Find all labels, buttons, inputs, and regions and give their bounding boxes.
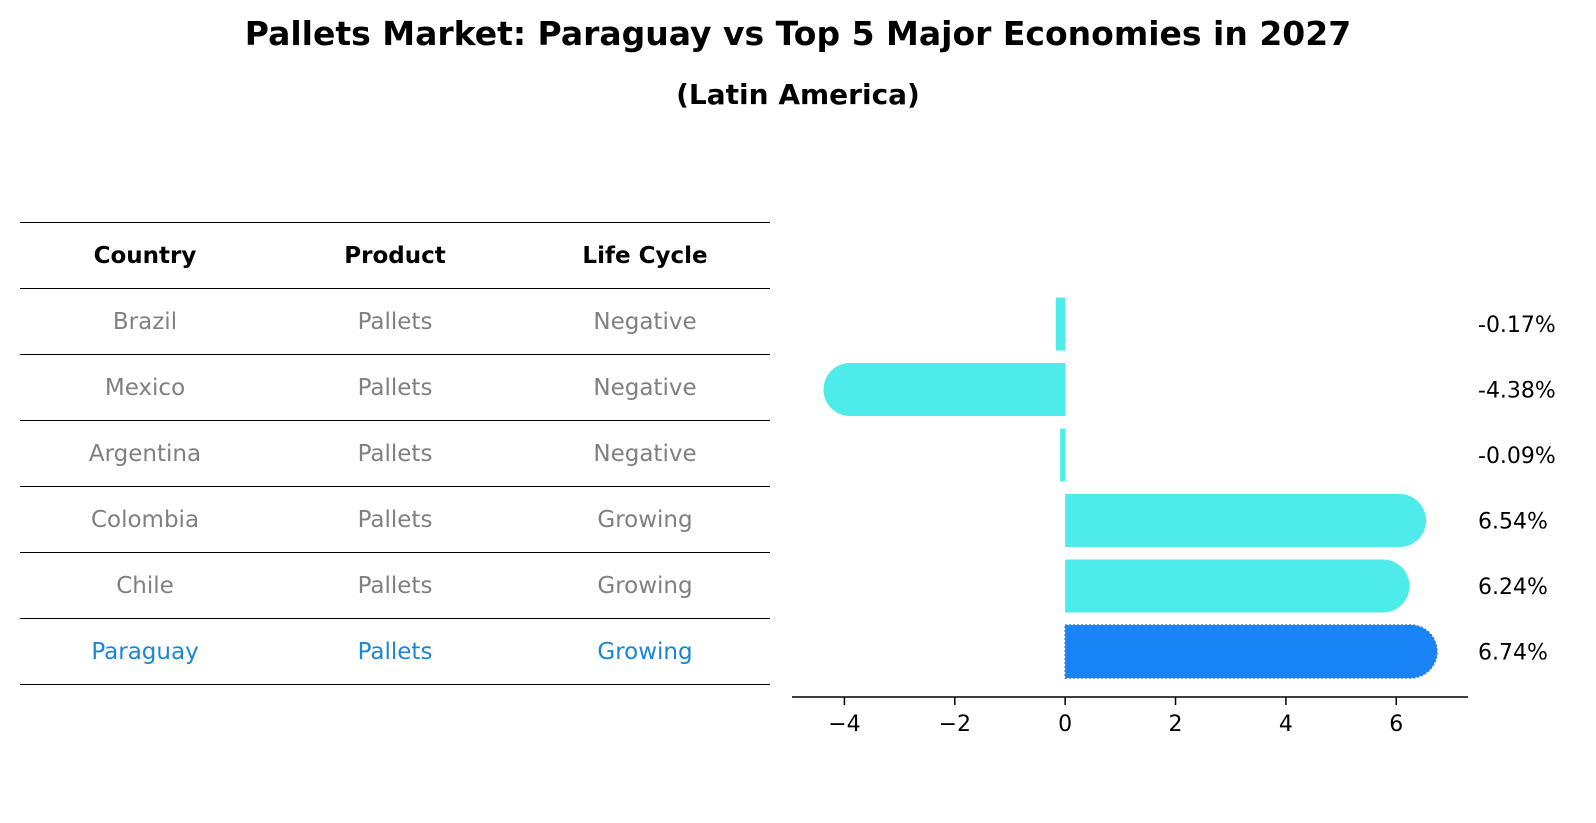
cell-life-cycle: Negative bbox=[593, 440, 697, 467]
cell-product: Pallets bbox=[357, 572, 433, 599]
cell-country: Paraguay bbox=[91, 638, 199, 665]
bar-argentina bbox=[1060, 428, 1066, 482]
x-tick-label: 6 bbox=[1389, 712, 1403, 737]
cell-country: Argentina bbox=[88, 440, 202, 467]
cell-product: Pallets bbox=[357, 638, 433, 665]
x-tick-label: 4 bbox=[1279, 712, 1293, 737]
cell-product: Pallets bbox=[357, 506, 433, 533]
bar-paraguay bbox=[1064, 624, 1438, 679]
x-tick-label: 2 bbox=[1169, 712, 1183, 737]
cell-country: Mexico bbox=[104, 374, 186, 401]
table-row-highlight: Paraguay Pallets Growing bbox=[20, 618, 770, 685]
value-label-argentina: -0.09% bbox=[1478, 444, 1556, 469]
cell-life-cycle: Growing bbox=[597, 572, 693, 599]
cell-life-cycle: Negative bbox=[593, 374, 697, 401]
chart-subtitle: (Latin America) bbox=[676, 78, 920, 111]
table-row: Colombia Pallets Growing bbox=[20, 486, 770, 552]
value-label-mexico: -4.38% bbox=[1478, 379, 1556, 404]
cell-country: Brazil bbox=[112, 308, 178, 335]
cell-country: Chile bbox=[116, 572, 174, 599]
table-row: Chile Pallets Growing bbox=[20, 552, 770, 618]
x-tick-label: 0 bbox=[1058, 712, 1072, 737]
bar-chile bbox=[1065, 559, 1410, 613]
cell-product: Pallets bbox=[357, 374, 433, 401]
value-label-chile: 6.24% bbox=[1478, 575, 1548, 600]
table-row: Argentina Pallets Negative bbox=[20, 420, 770, 486]
table-row: Mexico Pallets Negative bbox=[20, 354, 770, 420]
chart-title: Pallets Market: Paraguay vs Top 5 Major … bbox=[244, 14, 1352, 53]
bar-brazil bbox=[1055, 297, 1066, 351]
cell-product: Pallets bbox=[357, 440, 433, 467]
header-life-cycle: Life Cycle bbox=[582, 242, 708, 269]
table-header-row: Country Product Life Cycle bbox=[20, 222, 770, 288]
value-label-colombia: 6.54% bbox=[1478, 510, 1548, 535]
x-tick-label: −4 bbox=[828, 712, 860, 737]
cell-life-cycle: Growing bbox=[597, 638, 693, 665]
bar-colombia bbox=[1065, 494, 1427, 547]
value-label-brazil: -0.17% bbox=[1478, 313, 1556, 338]
table-row: Brazil Pallets Negative bbox=[20, 288, 770, 354]
bar-mexico bbox=[823, 363, 1066, 416]
header-country: Country bbox=[93, 242, 197, 269]
value-label-paraguay: 6.74% bbox=[1478, 641, 1548, 666]
country-table: Country Product Life Cycle Brazil Pallet… bbox=[20, 222, 770, 685]
cell-country: Colombia bbox=[90, 506, 200, 533]
cell-product: Pallets bbox=[357, 308, 433, 335]
x-tick-label: −2 bbox=[939, 712, 971, 737]
header-product: Product bbox=[344, 242, 446, 269]
cell-life-cycle: Growing bbox=[597, 506, 693, 533]
cell-life-cycle: Negative bbox=[593, 308, 697, 335]
